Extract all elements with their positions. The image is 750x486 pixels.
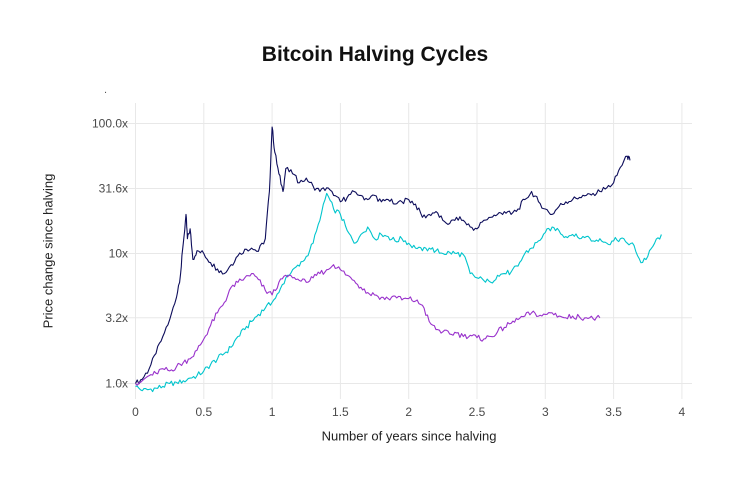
y-tick-label: 1.0x bbox=[105, 377, 128, 391]
series-line-cycle-2-turquoise bbox=[135, 192, 662, 393]
x-tick-label: 1 bbox=[269, 405, 276, 419]
x-tick-label: 4 bbox=[679, 405, 686, 419]
panel-background bbox=[116, 103, 692, 399]
y-tick-label: 100.0x bbox=[92, 117, 128, 131]
y-tick-label: 31.6x bbox=[99, 182, 128, 196]
x-tick-label: 0.5 bbox=[195, 405, 212, 419]
y-tick-label: 10x bbox=[109, 247, 128, 261]
y-tick-label: 3.2x bbox=[105, 311, 128, 325]
x-tick-label: 3 bbox=[542, 405, 549, 419]
x-tick-label: 2.5 bbox=[469, 405, 486, 419]
y-axis-title: Price change since halving bbox=[40, 173, 56, 329]
series-line-cycle-1-navy bbox=[135, 126, 631, 385]
x-tick-label: 3.5 bbox=[605, 405, 622, 419]
x-tick-label: 0 bbox=[132, 405, 139, 419]
chart-subtitle: . bbox=[104, 84, 108, 96]
x-axis-title: Number of years since halving bbox=[321, 428, 497, 444]
chart-title: Bitcoin Halving Cycles bbox=[261, 43, 489, 66]
x-tick-label: 2 bbox=[405, 405, 412, 419]
series-line-cycle-3-purple bbox=[135, 264, 601, 386]
x-tick-label: 1.5 bbox=[332, 405, 349, 419]
